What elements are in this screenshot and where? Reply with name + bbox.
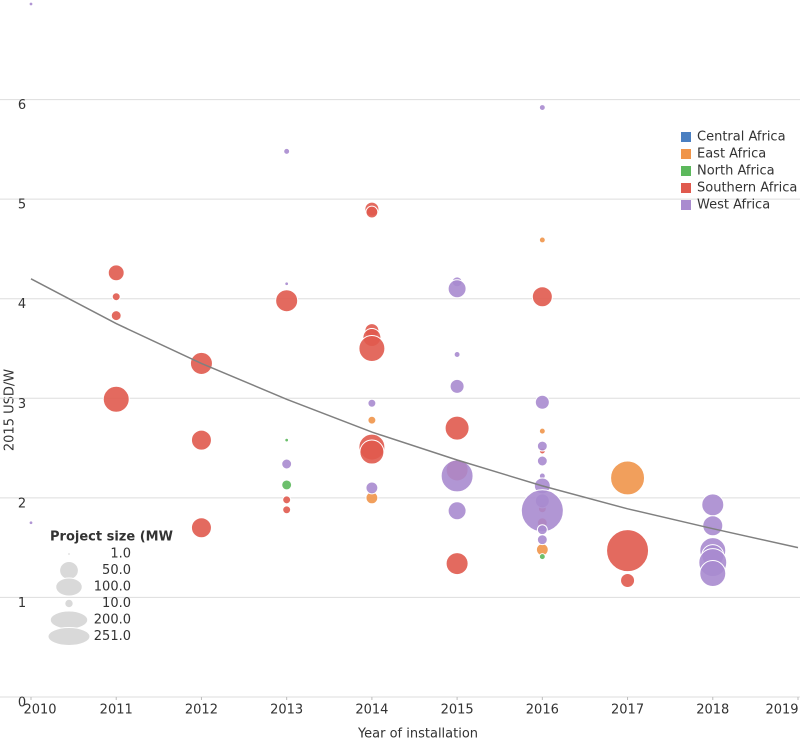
bubble bbox=[190, 517, 212, 539]
bubble bbox=[536, 455, 548, 467]
bubble bbox=[365, 205, 379, 219]
bubble bbox=[534, 394, 550, 410]
size-legend-label: 1.0 bbox=[110, 547, 131, 562]
bubble bbox=[281, 458, 293, 470]
size-legend-mark bbox=[64, 598, 74, 609]
bubble bbox=[282, 495, 292, 505]
bubble bbox=[701, 493, 725, 517]
x-tick-label: 2013 bbox=[270, 703, 303, 718]
bubble bbox=[449, 378, 465, 394]
y-tick-label: 1 bbox=[18, 596, 26, 611]
bubble bbox=[536, 534, 548, 546]
size-legend-label: 100.0 bbox=[94, 580, 131, 595]
x-tick-label: 2015 bbox=[441, 703, 474, 718]
bubble bbox=[536, 440, 548, 452]
bubble bbox=[275, 289, 299, 313]
bubble bbox=[702, 515, 724, 537]
bubble bbox=[281, 479, 293, 491]
size-legend-label: 50.0 bbox=[102, 563, 131, 578]
bubble bbox=[359, 439, 385, 465]
y-tick-label: 2 bbox=[18, 496, 26, 511]
bubble bbox=[367, 398, 377, 408]
x-tick-label: 2018 bbox=[696, 703, 729, 718]
bubble bbox=[447, 501, 467, 521]
legend-label: East Africa bbox=[697, 147, 766, 162]
legend-swatch bbox=[681, 149, 691, 159]
bubble bbox=[284, 281, 290, 287]
y-tick-label: 3 bbox=[18, 397, 26, 412]
bubble bbox=[536, 524, 548, 536]
size-legend-mark bbox=[49, 610, 89, 630]
bubble bbox=[367, 415, 377, 425]
bubble bbox=[284, 437, 290, 443]
bubble bbox=[610, 460, 646, 496]
x-tick-label: 2016 bbox=[526, 703, 559, 718]
size-legend-title: Project size (MW bbox=[50, 530, 173, 545]
y-tick-label: 6 bbox=[18, 98, 26, 113]
x-tick-label: 2012 bbox=[185, 703, 218, 718]
bubble bbox=[531, 286, 553, 308]
legend-swatch bbox=[681, 200, 691, 210]
size-legend-mark bbox=[59, 561, 79, 580]
legend-swatch bbox=[681, 166, 691, 176]
size-legend-label: 251.0 bbox=[94, 629, 131, 644]
legend-label: Central Africa bbox=[697, 130, 786, 145]
legend-label: North Africa bbox=[697, 164, 775, 179]
bubble bbox=[699, 560, 727, 588]
bubble bbox=[110, 310, 122, 322]
legend-label: West Africa bbox=[697, 198, 770, 213]
bubble bbox=[111, 292, 121, 302]
bubble bbox=[538, 427, 546, 435]
legend-label: Southern Africa bbox=[697, 181, 797, 196]
bubble bbox=[606, 529, 650, 573]
x-tick-label: 2019 bbox=[765, 703, 798, 718]
bubble bbox=[190, 429, 212, 451]
bubble bbox=[538, 104, 546, 112]
bubble bbox=[444, 415, 470, 441]
bubble bbox=[538, 236, 546, 244]
bubble bbox=[453, 351, 461, 358]
legend-swatch bbox=[681, 132, 691, 142]
bubble bbox=[28, 1, 34, 7]
bubble bbox=[358, 335, 386, 362]
x-tick-label: 2017 bbox=[611, 703, 644, 718]
x-tick-label: 2011 bbox=[100, 703, 133, 718]
legend-swatch bbox=[681, 183, 691, 193]
bubble bbox=[102, 385, 130, 413]
size-legend-mark bbox=[67, 552, 71, 556]
y-tick-label: 5 bbox=[18, 198, 26, 213]
size-legend-mark bbox=[47, 627, 91, 646]
bubble bbox=[440, 459, 474, 493]
bubble bbox=[620, 572, 636, 589]
y-axis-label: 2015 USD/W bbox=[3, 369, 18, 451]
size-legend-mark bbox=[55, 577, 83, 597]
x-tick-label: 2010 bbox=[23, 703, 56, 718]
bubble bbox=[282, 505, 292, 515]
bubble bbox=[283, 147, 291, 155]
x-axis-label: Year of installation bbox=[357, 727, 478, 742]
trend-line bbox=[30, 278, 799, 549]
bubble bbox=[445, 552, 469, 576]
bubble bbox=[28, 520, 34, 526]
size-legend-label: 200.0 bbox=[94, 613, 131, 628]
bubble bbox=[365, 481, 379, 495]
x-tick-label: 2014 bbox=[355, 703, 388, 718]
bubble bbox=[107, 264, 125, 282]
bubble bbox=[447, 279, 467, 299]
y-tick-label: 4 bbox=[18, 297, 26, 312]
size-legend-label: 10.0 bbox=[102, 596, 131, 611]
bubble bbox=[538, 553, 546, 561]
y-tick-label: 0 bbox=[18, 696, 26, 711]
